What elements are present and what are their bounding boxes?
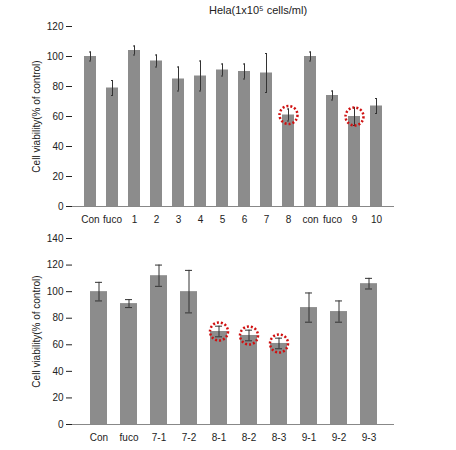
svg-text:10: 10 (371, 214, 383, 225)
svg-text:9-2: 9-2 (332, 432, 347, 443)
svg-text:120: 120 (47, 21, 64, 32)
svg-text:80: 80 (52, 312, 64, 323)
html-text:Hela(1x10⁵ cells/ml): Hela(1x10⁵ cells/ml) (209, 4, 307, 16)
svg-text:0: 0 (58, 201, 64, 212)
svg-text:fuco: fuco (120, 432, 139, 443)
svg-text:4: 4 (198, 214, 204, 225)
svg-text:Con: Con (90, 432, 108, 443)
svg-text:8-1: 8-1 (212, 432, 227, 443)
svg-text:100: 100 (47, 286, 64, 297)
svg-text:40: 40 (52, 141, 64, 152)
svg-text:140: 140 (47, 233, 64, 244)
svg-text:6: 6 (242, 214, 248, 225)
svg-text:3: 3 (176, 214, 182, 225)
svg-text:9-3: 9-3 (362, 432, 377, 443)
svg-text:100: 100 (47, 51, 64, 62)
svg-text:20: 20 (52, 171, 64, 182)
svg-text:2: 2 (154, 214, 160, 225)
svg-text:60: 60 (52, 339, 64, 350)
svg-text:7-2: 7-2 (182, 432, 197, 443)
svg-text:9: 9 (352, 214, 358, 225)
svg-text:120: 120 (47, 259, 64, 270)
svg-text:1: 1 (132, 214, 138, 225)
svg-text:80: 80 (52, 81, 64, 92)
svg-text:con: con (302, 214, 318, 225)
svg-text:7: 7 (264, 214, 270, 225)
svg-text:8-2: 8-2 (242, 432, 257, 443)
svg-text:Cell viability(% of control): Cell viability(% of control) (31, 60, 42, 172)
svg-text:5: 5 (220, 214, 226, 225)
svg-text:fuco: fuco (103, 214, 122, 225)
svg-text:Cell viability(% of control): Cell viability(% of control) (31, 275, 42, 387)
svg-text:7-1: 7-1 (152, 432, 167, 443)
svg-text:0: 0 (58, 419, 64, 430)
svg-text:Con: Con (81, 214, 99, 225)
svg-text:20: 20 (52, 392, 64, 403)
svg-text:40: 40 (52, 366, 64, 377)
svg-text:60: 60 (52, 111, 64, 122)
svg-text:9-1: 9-1 (302, 432, 317, 443)
svg-text:fuco: fuco (323, 214, 342, 225)
svg-text:8: 8 (286, 214, 292, 225)
svg-text:8-3: 8-3 (272, 432, 287, 443)
